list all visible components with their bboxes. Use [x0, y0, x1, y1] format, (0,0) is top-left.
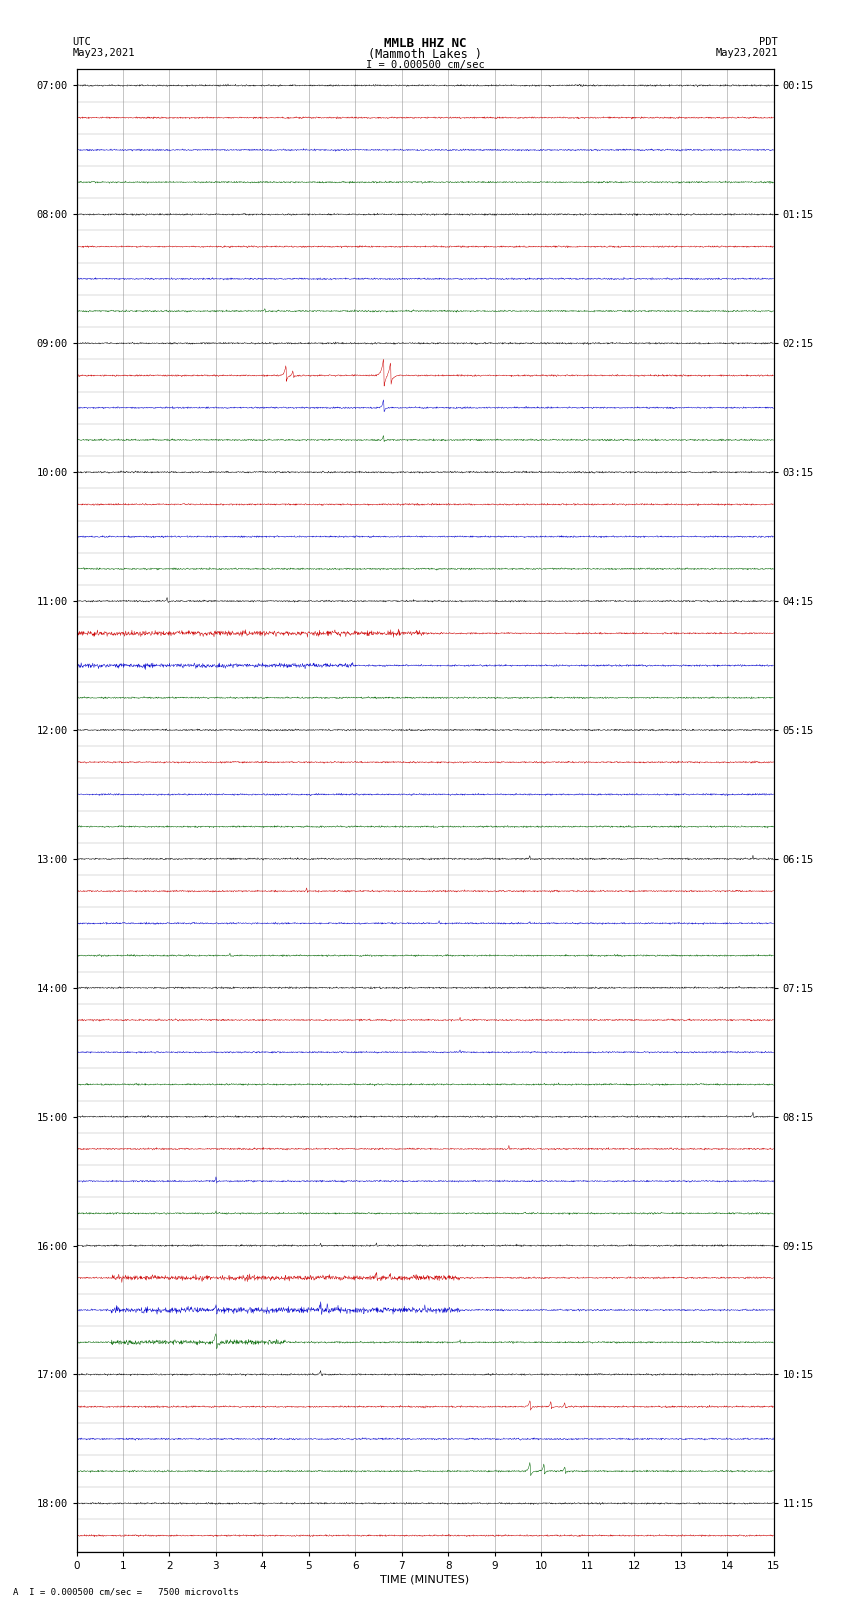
Text: (Mammoth Lakes ): (Mammoth Lakes ) — [368, 48, 482, 61]
Text: I = 0.000500 cm/sec: I = 0.000500 cm/sec — [366, 60, 484, 69]
Text: MMLB HHZ NC: MMLB HHZ NC — [383, 37, 467, 50]
X-axis label: TIME (MINUTES): TIME (MINUTES) — [381, 1574, 469, 1586]
Text: UTC: UTC — [72, 37, 91, 47]
Text: May23,2021: May23,2021 — [72, 48, 135, 58]
Text: PDT: PDT — [759, 37, 778, 47]
Text: A  I = 0.000500 cm/sec =   7500 microvolts: A I = 0.000500 cm/sec = 7500 microvolts — [13, 1587, 239, 1597]
Text: May23,2021: May23,2021 — [715, 48, 778, 58]
